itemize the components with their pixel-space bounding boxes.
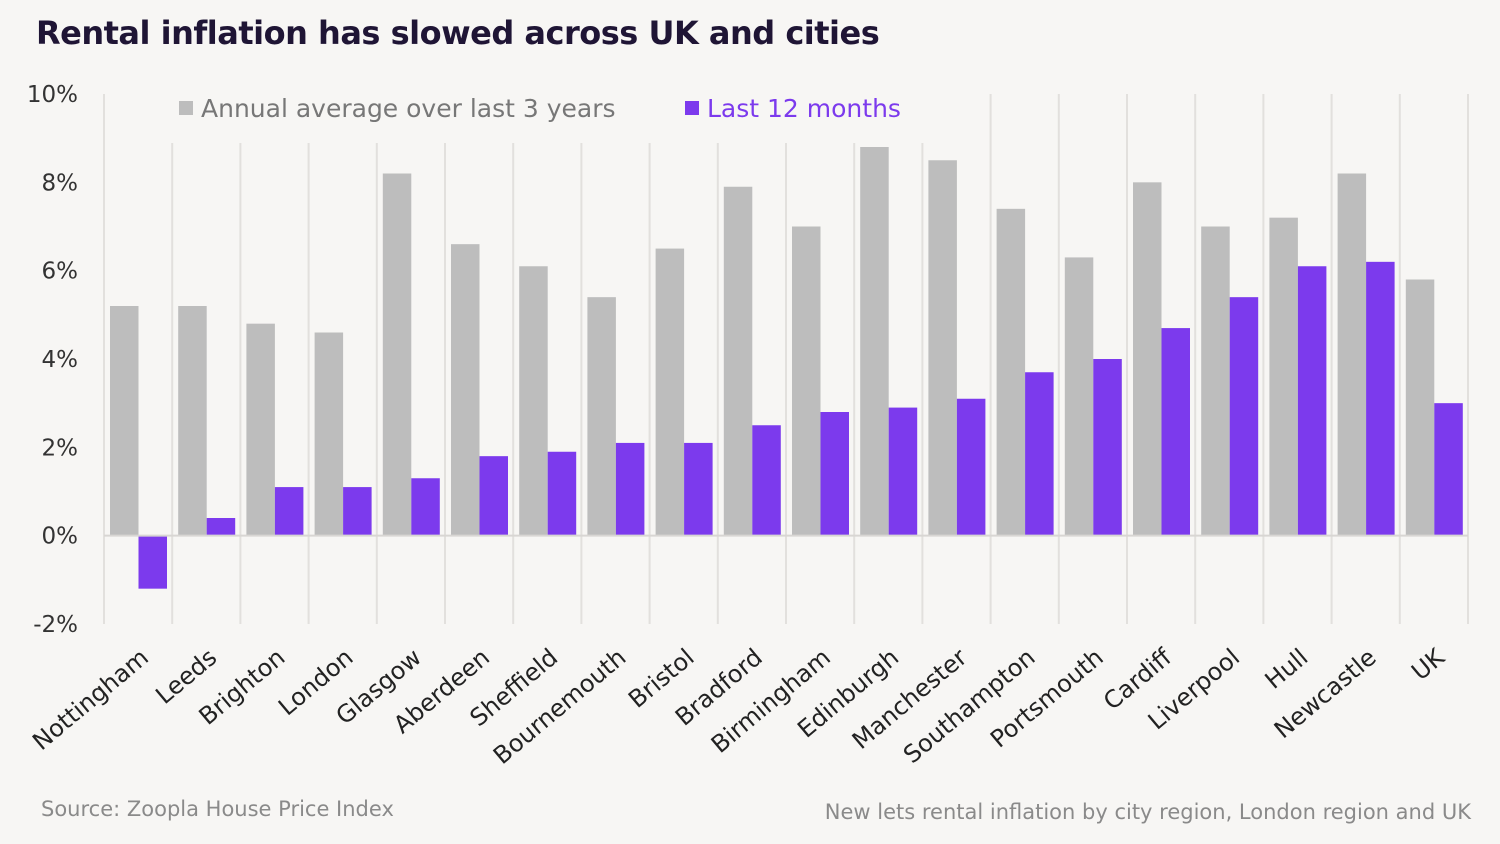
y-tick-label: -2% — [33, 612, 78, 638]
y-tick-label: 0% — [42, 524, 79, 550]
bar-3yr-average — [655, 248, 685, 536]
chart-subtitle-note: New lets rental inflation by city region… — [824, 800, 1471, 824]
bar-3yr-average — [792, 226, 821, 536]
bar-last-12-months — [1297, 266, 1327, 536]
bar-last-12-months — [615, 442, 645, 536]
bar-last-12-months — [547, 451, 577, 536]
bar-3yr-average — [723, 186, 753, 536]
y-tick-label: 6% — [42, 259, 79, 285]
chart-title: Rental inflation has slowed across UK an… — [36, 14, 880, 52]
bar-3yr-average — [178, 306, 207, 536]
bar-3yr-average — [519, 266, 548, 536]
y-tick-label: 10% — [27, 82, 78, 108]
y-tick-label: 4% — [42, 347, 79, 373]
bar-last-12-months — [956, 398, 986, 536]
x-category-label: UK — [1406, 642, 1450, 686]
y-tick-label: 8% — [42, 170, 79, 196]
bar-last-12-months — [206, 518, 236, 536]
legend-swatch — [179, 101, 193, 115]
bar-last-12-months — [888, 407, 918, 536]
bar-3yr-average — [314, 332, 344, 536]
bar-3yr-average — [587, 297, 616, 536]
bar-3yr-average — [382, 173, 412, 536]
bar-last-12-months — [684, 442, 713, 536]
bar-last-12-months — [1366, 261, 1395, 536]
bar-last-12-months — [479, 456, 508, 536]
bar-last-12-months — [1025, 372, 1054, 536]
bar-3yr-average — [1337, 173, 1367, 536]
bar-3yr-average — [860, 147, 889, 536]
bar-3yr-average — [1201, 226, 1230, 536]
bar-3yr-average — [996, 208, 1026, 536]
x-category-label: Nottingham — [27, 643, 154, 756]
bar-3yr-average — [110, 306, 139, 536]
bar-last-12-months — [274, 487, 304, 536]
x-category-label: Hull — [1260, 643, 1314, 694]
legend-swatch — [685, 101, 699, 115]
bar-last-12-months — [1229, 297, 1259, 536]
bar-last-12-months — [752, 425, 781, 536]
legend-label: Last 12 months — [707, 94, 901, 123]
bar-last-12-months — [138, 535, 167, 589]
bar-3yr-average — [451, 244, 480, 536]
legend-label: Annual average over last 3 years — [201, 94, 616, 123]
source-note: Source: Zoopla House Price Index — [41, 797, 394, 821]
bar-3yr-average — [1133, 182, 1162, 536]
bar-last-12-months — [411, 478, 440, 536]
bar-last-12-months — [1434, 403, 1463, 536]
bar-3yr-average — [1405, 279, 1435, 536]
y-tick-label: 2% — [42, 435, 79, 461]
bar-3yr-average — [1269, 217, 1298, 536]
bar-last-12-months — [343, 487, 372, 536]
bar-last-12-months — [1093, 359, 1122, 536]
bar-3yr-average — [1064, 257, 1094, 536]
bar-3yr-average — [928, 160, 957, 536]
bar-3yr-average — [246, 323, 275, 536]
bar-last-12-months — [820, 412, 849, 536]
bar-last-12-months — [1161, 328, 1190, 536]
